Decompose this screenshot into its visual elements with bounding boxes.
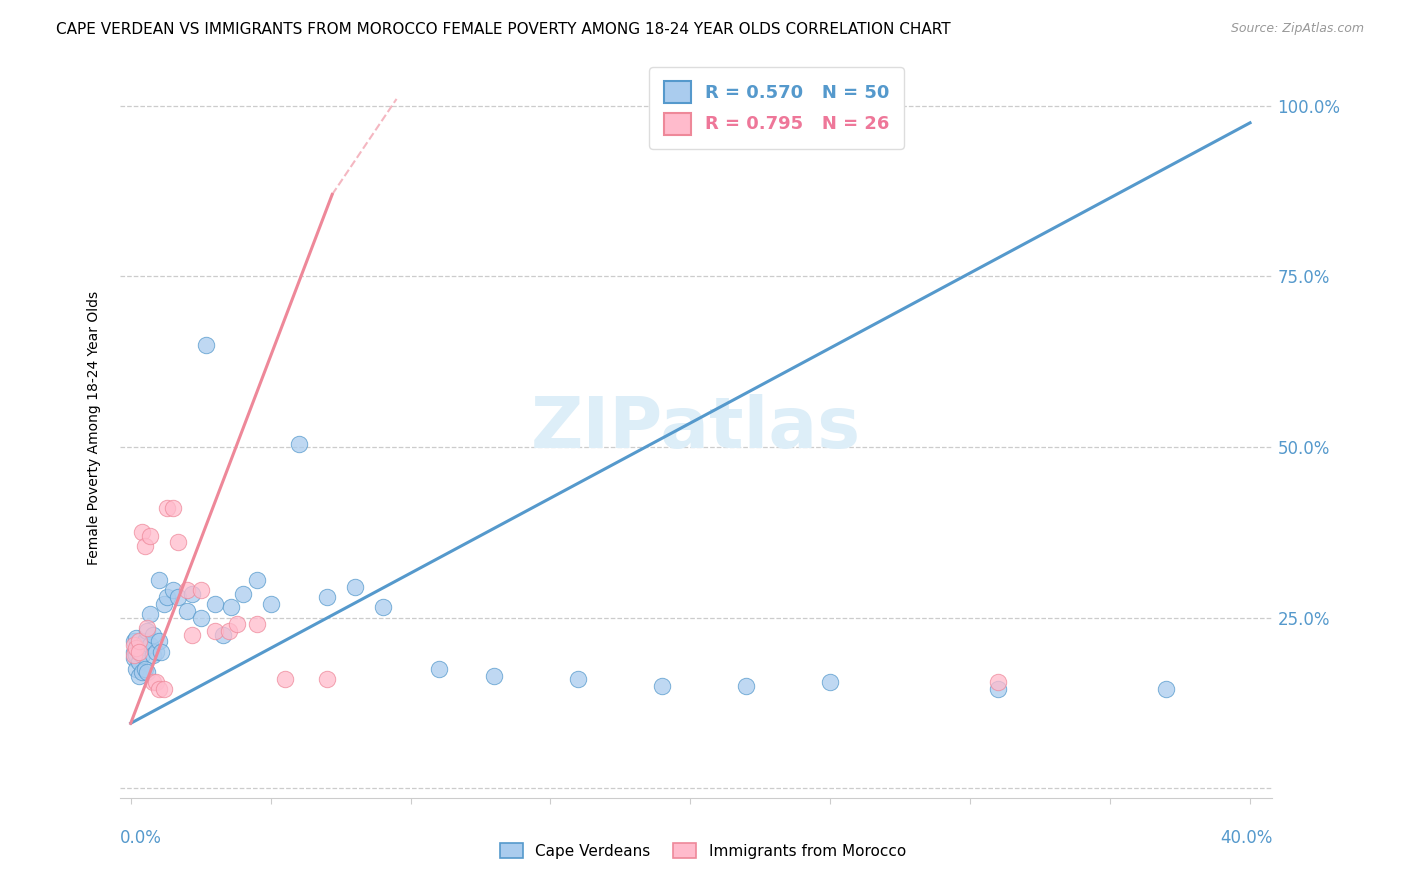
Point [181, 627, 204, 641]
Point [343, 580, 366, 594]
Point [162, 501, 184, 516]
Legend: R = 0.570   N = 50, R = 0.795   N = 26: R = 0.570 N = 50, R = 0.795 N = 26 [650, 67, 904, 149]
Point [145, 675, 167, 690]
Point [204, 597, 226, 611]
Point [273, 672, 295, 686]
Point [204, 624, 226, 639]
Point [735, 679, 758, 693]
Point [190, 610, 212, 624]
Point [122, 645, 145, 659]
Point [125, 648, 148, 662]
Point [232, 587, 254, 601]
Point [122, 648, 145, 662]
Point [125, 641, 148, 656]
Point [315, 590, 337, 604]
Point [136, 624, 159, 639]
Point [176, 583, 198, 598]
Point [139, 607, 162, 621]
Point [156, 590, 179, 604]
Point [122, 634, 145, 648]
Point [153, 682, 176, 697]
Point [134, 662, 156, 676]
Point [131, 525, 153, 540]
Point [145, 645, 167, 659]
Point [128, 655, 150, 669]
Text: 0.0%: 0.0% [120, 830, 162, 847]
Point [148, 682, 170, 697]
Y-axis label: Female Poverty Among 18-24 Year Olds: Female Poverty Among 18-24 Year Olds [87, 291, 101, 566]
Point [142, 627, 165, 641]
Point [148, 634, 170, 648]
Point [167, 535, 190, 549]
Point [142, 675, 165, 690]
Point [128, 634, 150, 648]
Point [131, 665, 153, 679]
Point [218, 624, 240, 639]
Text: 40.0%: 40.0% [1220, 830, 1272, 847]
Point [128, 668, 150, 682]
Point [567, 672, 589, 686]
Point [181, 587, 204, 601]
Point [125, 631, 148, 645]
Point [134, 539, 156, 553]
Point [150, 645, 173, 659]
Point [131, 648, 153, 662]
Text: ZIPatlas: ZIPatlas [531, 393, 860, 463]
Point [136, 621, 159, 635]
Point [162, 583, 184, 598]
Point [987, 675, 1010, 690]
Point [139, 528, 162, 542]
Point [122, 638, 145, 652]
Point [134, 634, 156, 648]
Point [128, 645, 150, 659]
Point [176, 604, 198, 618]
Point [1154, 682, 1177, 697]
Point [221, 600, 243, 615]
Point [139, 638, 162, 652]
Point [195, 337, 218, 351]
Point [246, 573, 269, 587]
Text: Source: ZipAtlas.com: Source: ZipAtlas.com [1230, 22, 1364, 36]
Point [148, 573, 170, 587]
Point [987, 682, 1010, 697]
Point [122, 651, 145, 665]
Text: CAPE VERDEAN VS IMMIGRANTS FROM MOROCCO FEMALE POVERTY AMONG 18-24 YEAR OLDS COR: CAPE VERDEAN VS IMMIGRANTS FROM MOROCCO … [56, 22, 950, 37]
Point [484, 668, 506, 682]
Point [315, 672, 337, 686]
Point [128, 641, 150, 656]
Point [212, 627, 235, 641]
Point [190, 583, 212, 598]
Point [153, 597, 176, 611]
Legend: Cape Verdeans, Immigrants from Morocco: Cape Verdeans, Immigrants from Morocco [494, 837, 912, 864]
Point [259, 597, 281, 611]
Point [287, 436, 309, 450]
Point [142, 648, 165, 662]
Point [156, 501, 179, 516]
Point [125, 662, 148, 676]
Point [167, 590, 190, 604]
Point [651, 679, 673, 693]
Point [226, 617, 249, 632]
Point [136, 665, 159, 679]
Point [371, 600, 394, 615]
Point [427, 662, 450, 676]
Point [246, 617, 269, 632]
Point [820, 675, 842, 690]
Point [131, 638, 153, 652]
